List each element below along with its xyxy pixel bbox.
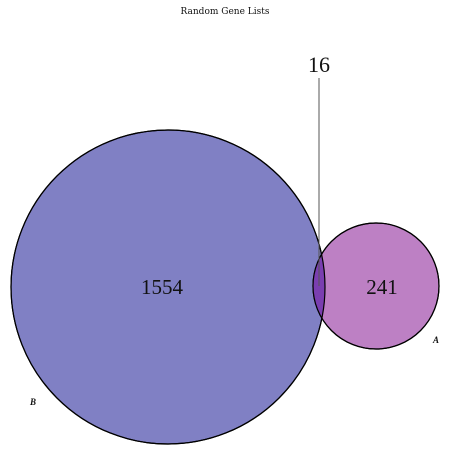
set-b-label: B [29,397,36,407]
set-a-only-count: 241 [366,275,398,299]
set-b-outline [10,129,326,445]
intersection-count: 16 [308,52,330,77]
set-a-label: A [432,335,439,345]
set-b-only-count: 1554 [141,275,184,299]
set-a-outline [312,222,440,350]
diagram-title: Random Gene Lists [181,7,270,17]
